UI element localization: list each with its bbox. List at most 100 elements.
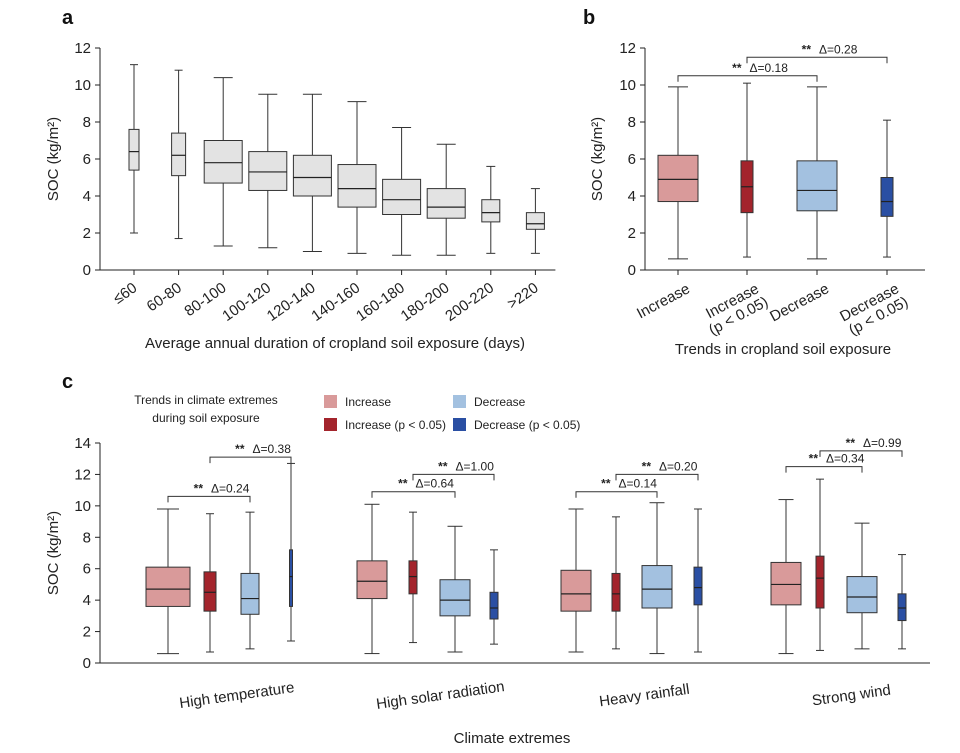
x-tick-label: Increase [634,280,693,322]
box [145,508,191,655]
y-tick-label: 2 [628,225,636,242]
box-iqr [770,561,802,606]
significance-stars: ** [235,442,245,456]
significance-bracket: ** Δ=0.18 [677,61,818,82]
x-tick-label: 120-140 [264,279,319,325]
delta-label: Δ=0.20 [659,459,698,473]
delta-label: Δ=0.14 [619,477,658,491]
significance-stars: ** [732,61,742,75]
legend-swatch [324,418,337,431]
significance-stars: ** [601,477,611,491]
box-iqr [203,571,217,612]
panel-letter-a: a [62,7,74,29]
delta-label: Δ=0.24 [211,481,250,495]
significance-stars: ** [846,436,856,450]
bracket-line [371,491,456,498]
x-tick-label: Decrease [767,280,832,325]
delta-label: Δ=0.28 [819,42,858,56]
box-iqr [145,566,191,607]
bracket-line [615,473,699,481]
x-tick-label: 200-220 [442,279,497,325]
box-iqr [439,579,471,617]
box-180-200 [426,143,466,256]
box [846,522,878,650]
box-iqr [880,177,894,217]
delta-label: Δ=0.64 [416,477,455,491]
legend-label: Increase (p < 0.05) [345,418,446,432]
legend-swatch [324,395,337,408]
box-iqr [128,128,140,171]
significance-bracket: ** Δ=0.34 [785,452,865,473]
box [489,549,499,645]
y-tick-label: 6 [83,151,91,168]
y-tick-label: 6 [83,561,91,578]
box-iqr [815,555,825,609]
box-Decrease-significant [880,119,894,258]
box-120-140 [292,93,332,252]
significance-bracket: ** Δ=0.38 [209,442,292,464]
box-Decrease [796,86,838,260]
box [356,503,388,655]
x-axis-label: Climate extremes [454,730,571,747]
group-label: High solar radiation [375,678,505,713]
significance-stars: ** [642,459,652,473]
box-iqr [846,576,878,614]
box-iqr [171,132,187,177]
box [693,508,703,653]
box [203,513,217,653]
panel-b: b 0 2 4 6 8 10 12 SOC (kg/m²) Increase Increase(p … [583,7,925,358]
y-tick-label: 4 [628,188,636,205]
box-iqr [796,160,838,212]
x-axis-label: Trends in cropland soil exposure [675,341,891,358]
x-tick-label: >220 [504,279,541,312]
x-tick-label-group: Decrease [767,280,832,325]
box [611,516,621,650]
y-tick-label: 2 [83,624,91,641]
y-tick-label: 0 [628,262,636,279]
group-label: Heavy rainfall [598,681,690,710]
significance-stars: ** [398,477,408,491]
y-tick-label: 0 [83,655,91,672]
group-Strong wind: ** Δ=0.34 ** Δ=0.99 Strong wind [770,436,907,710]
box-160-180 [382,127,422,256]
box-iqr [337,164,377,208]
box-140-160 [337,101,377,254]
y-tick-label: 10 [74,77,91,94]
significance-bracket: ** Δ=0.64 [371,477,456,498]
significance-bracket: ** Δ=0.14 [575,477,658,498]
group-Heavy rainfall: ** Δ=0.14 ** Δ=0.20 Heavy rainfall [560,459,703,710]
x-tick-label-group: Increase(p < 0.05) [703,280,771,339]
legend-swatch [453,418,466,431]
box-iqr [248,151,288,191]
group-label: Strong wind [811,682,892,710]
legend-title-line1: Trends in climate extremes [134,393,278,407]
box [641,502,673,655]
y-tick-label: 6 [628,151,636,168]
box-iqr [292,154,332,197]
significance-bracket: ** Δ=0.24 [167,481,251,503]
box-iqr [289,549,293,607]
bracket-line [746,56,888,64]
box [240,511,260,650]
x-tick-label: 140-160 [308,279,363,325]
box-100-120 [248,93,288,249]
box [287,462,295,642]
box-iqr [356,560,388,600]
box-iqr [203,140,243,184]
x-axis-label: Average annual duration of cropland soil… [145,335,525,352]
y-tick-label: 8 [83,529,91,546]
significance-stars: ** [809,452,819,466]
x-tick-label-group: Decrease(p < 0.05) [837,280,911,339]
x-tick-label-group: Increase [634,280,693,322]
box [560,508,592,653]
box-iqr [382,178,422,216]
significance-bracket: ** Δ=0.28 [746,42,888,64]
legend-label: Increase [345,395,391,409]
significance-bracket: ** Δ=1.00 [412,459,495,481]
delta-label: Δ=0.99 [863,436,902,450]
y-tick-label: 8 [628,114,636,131]
box-60-80 [171,69,187,240]
y-axis-label: SOC (kg/m²) [45,511,62,595]
y-tick-label: 12 [74,466,91,483]
